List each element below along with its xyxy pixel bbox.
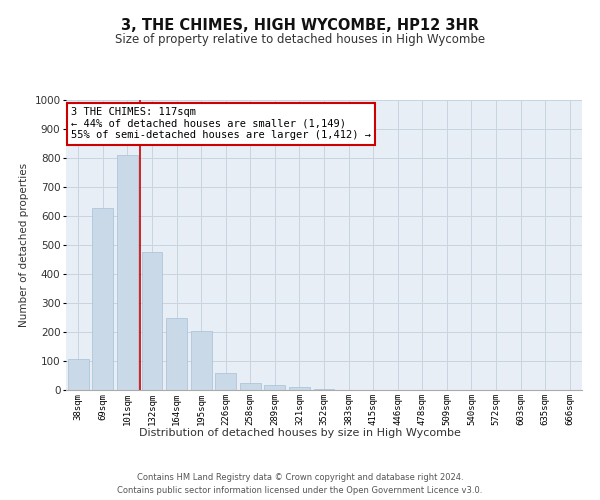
Bar: [92, 208, 113, 390]
Bar: [240, 383, 261, 390]
Bar: [289, 387, 310, 390]
Bar: [166, 318, 187, 390]
Bar: [215, 372, 236, 390]
Text: 3 THE CHIMES: 117sqm
← 44% of detached houses are smaller (1,149)
55% of semi-de: 3 THE CHIMES: 117sqm ← 44% of detached h…: [71, 108, 371, 140]
Text: Distribution of detached houses by size in High Wycombe: Distribution of detached houses by size …: [139, 428, 461, 438]
Bar: [142, 252, 163, 390]
Bar: [265, 385, 286, 390]
Bar: [314, 388, 334, 390]
Text: Size of property relative to detached houses in High Wycombe: Size of property relative to detached ho…: [115, 32, 485, 46]
Bar: [68, 359, 89, 390]
Bar: [117, 155, 138, 390]
Text: Contains HM Land Registry data © Crown copyright and database right 2024.: Contains HM Land Registry data © Crown c…: [137, 472, 463, 482]
Text: 3, THE CHIMES, HIGH WYCOMBE, HP12 3HR: 3, THE CHIMES, HIGH WYCOMBE, HP12 3HR: [121, 18, 479, 32]
Bar: [191, 331, 212, 390]
Y-axis label: Number of detached properties: Number of detached properties: [19, 163, 29, 327]
Text: Contains public sector information licensed under the Open Government Licence v3: Contains public sector information licen…: [118, 486, 482, 495]
